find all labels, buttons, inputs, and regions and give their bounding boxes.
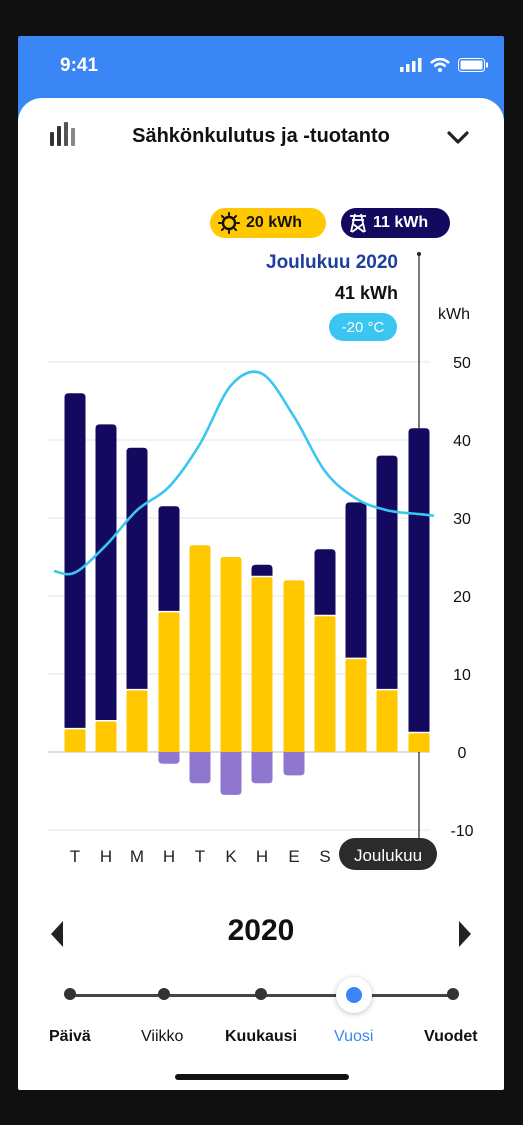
solar-production-bar xyxy=(189,545,211,752)
x-category-label: S xyxy=(319,847,330,866)
year-navigation: 2020 xyxy=(18,914,504,954)
x-category-label-selected: Joulukuu xyxy=(354,846,422,865)
y-tick-label: -10 xyxy=(450,823,473,840)
home-indicator xyxy=(175,1074,349,1080)
slider-stop-paiva[interactable] xyxy=(64,988,76,1000)
grid-consumption-bar xyxy=(314,549,336,616)
selected-month: Joulukuu 2020 xyxy=(266,252,398,273)
temperature-curve xyxy=(53,370,435,576)
page-title: Sähkönkulutus ja -tuotanto xyxy=(132,125,390,147)
signal-icon xyxy=(400,58,422,72)
wifi-icon xyxy=(430,58,450,72)
y-tick-label: 10 xyxy=(453,667,471,684)
export-bar xyxy=(283,752,305,776)
solar-production-bar xyxy=(64,728,86,752)
solar-legend-chip: 20 kWh xyxy=(210,208,326,238)
temperature-badge: -20 °C xyxy=(329,313,397,341)
status-bar: 9:41 xyxy=(18,36,504,98)
grid-consumption-bar xyxy=(345,502,367,659)
year-label: 2020 xyxy=(227,914,295,947)
x-category-label: K xyxy=(225,847,237,866)
solar-production-bar xyxy=(376,689,398,752)
sun-icon xyxy=(218,212,240,234)
grid-legend-chip: 11 kWh xyxy=(341,208,450,238)
next-year-arrow-icon[interactable] xyxy=(456,919,474,949)
grid-consumption-bar xyxy=(64,393,86,729)
grid-consumption-bar xyxy=(95,424,117,721)
segment-viikko[interactable]: Viikko xyxy=(141,1028,184,1045)
export-bar xyxy=(251,752,273,784)
power-pylon-icon xyxy=(350,213,366,233)
x-category-label: T xyxy=(195,847,205,866)
solar-production-bar xyxy=(283,580,305,752)
status-icons xyxy=(400,58,488,72)
segment-kuukausi[interactable]: Kuukausi xyxy=(225,1028,298,1045)
solar-production-bar xyxy=(158,611,180,752)
y-axis-unit: kWh xyxy=(438,306,470,323)
x-category-label: E xyxy=(288,847,299,866)
slider-stop-viikko[interactable] xyxy=(158,988,170,1000)
battery-icon xyxy=(458,58,488,72)
phone-screen: 9:41 Sähkönkulutus ja -tuotanto 20 kWh xyxy=(18,36,504,1090)
segment-paiva[interactable]: Päivä xyxy=(49,1028,91,1045)
solar-production-bar xyxy=(314,615,336,752)
solar-production-bar xyxy=(220,557,242,752)
grid-consumption-bar xyxy=(376,455,398,690)
grid-consumption-bar xyxy=(126,447,148,690)
previous-year-arrow-icon[interactable] xyxy=(48,919,66,949)
chevron-down-icon[interactable] xyxy=(446,130,470,146)
x-category-label: M xyxy=(130,847,144,866)
y-tick-label: 40 xyxy=(453,433,471,450)
solar-production-bar xyxy=(408,732,430,752)
y-tick-label: 20 xyxy=(453,589,471,606)
slider-stop-kuukausi[interactable] xyxy=(255,988,267,1000)
grid-consumption-bar xyxy=(408,428,430,733)
solar-production-bar xyxy=(126,689,148,752)
x-category-label: H xyxy=(256,847,268,866)
y-tick-label: 0 xyxy=(458,745,467,762)
x-category-label: H xyxy=(100,847,112,866)
grid-consumption-bar xyxy=(251,564,273,577)
y-tick-label: 30 xyxy=(453,511,471,528)
grid-legend-value: 11 kWh xyxy=(373,214,429,231)
export-bar xyxy=(220,752,242,795)
y-tick-label: 50 xyxy=(453,355,471,372)
segment-vuodet[interactable]: Vuodet xyxy=(424,1028,478,1045)
x-category-label: T xyxy=(70,847,80,866)
selected-month-pill xyxy=(339,838,437,870)
export-bar xyxy=(158,752,180,764)
selected-total: 41 kWh xyxy=(334,283,398,303)
grid-consumption-bar xyxy=(158,506,180,612)
solar-production-bar xyxy=(345,658,367,752)
slider-stop-vuosi[interactable] xyxy=(336,977,372,1013)
solar-legend-value: 20 kWh xyxy=(246,214,303,231)
export-bar xyxy=(189,752,211,784)
chart-type-icon[interactable] xyxy=(50,122,78,146)
selection-dot xyxy=(417,252,421,256)
status-time: 9:41 xyxy=(60,55,99,76)
segment-vuosi[interactable]: Vuosi xyxy=(334,1028,374,1045)
solar-production-bar xyxy=(251,576,273,752)
slider-stop-vuodet[interactable] xyxy=(447,988,459,1000)
solar-production-bar xyxy=(95,720,117,752)
x-category-label: H xyxy=(163,847,175,866)
